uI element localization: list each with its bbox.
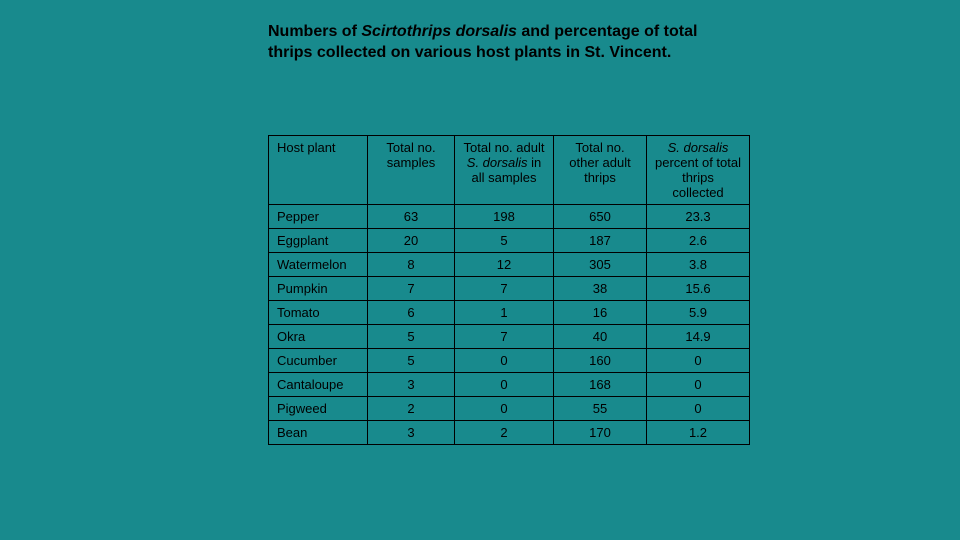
cell-host: Watermelon [269,253,368,277]
cell-percent: 0 [647,373,750,397]
table-row: Pigweed20550 [269,397,750,421]
table-row: Pumpkin773815.6 [269,277,750,301]
cell-percent: 23.3 [647,205,750,229]
cell-host: Okra [269,325,368,349]
cell-adults: 1 [455,301,554,325]
cell-samples: 63 [368,205,455,229]
title-pre: Numbers of [268,23,361,40]
cell-samples: 8 [368,253,455,277]
title-species: Scirtothrips dorsalis [361,23,517,40]
table-row: Cantaloupe301680 [269,373,750,397]
col-header-adults-species: S. dorsalis [467,155,528,170]
cell-host: Cantaloupe [269,373,368,397]
cell-percent: 5.9 [647,301,750,325]
cell-samples: 2 [368,397,455,421]
cell-adults: 5 [455,229,554,253]
cell-percent: 14.9 [647,325,750,349]
cell-adults: 0 [455,373,554,397]
cell-host: Pigweed [269,397,368,421]
col-header-adults-pre: Total no. adult [464,140,545,155]
cell-adults: 7 [455,277,554,301]
cell-samples: 3 [368,421,455,445]
cell-samples: 5 [368,325,455,349]
cell-adults: 7 [455,325,554,349]
cell-samples: 5 [368,349,455,373]
table-row: Tomato61165.9 [269,301,750,325]
table-row: Eggplant2051872.6 [269,229,750,253]
cell-other: 650 [554,205,647,229]
cell-other: 55 [554,397,647,421]
table-title: Numbers of Scirtothrips dorsalis and per… [268,22,708,64]
data-table-wrap: Host plant Total no. samples Total no. a… [268,135,750,445]
table-body: Pepper6319865023.3Eggplant2051872.6Water… [269,205,750,445]
table-header-row: Host plant Total no. samples Total no. a… [269,136,750,205]
cell-other: 168 [554,373,647,397]
table-row: Pepper6319865023.3 [269,205,750,229]
cell-adults: 12 [455,253,554,277]
cell-percent: 2.6 [647,229,750,253]
cell-other: 170 [554,421,647,445]
col-header-percent-species: S. dorsalis [668,140,729,155]
cell-host: Pumpkin [269,277,368,301]
cell-adults: 0 [455,349,554,373]
col-header-percent: S. dorsalis percent of total thrips coll… [647,136,750,205]
col-header-host: Host plant [269,136,368,205]
table-row: Bean321701.2 [269,421,750,445]
table-row: Watermelon8123053.8 [269,253,750,277]
cell-other: 40 [554,325,647,349]
cell-percent: 1.2 [647,421,750,445]
cell-samples: 6 [368,301,455,325]
cell-percent: 0 [647,397,750,421]
col-header-samples: Total no. samples [368,136,455,205]
cell-percent: 15.6 [647,277,750,301]
cell-host: Tomato [269,301,368,325]
table-row: Okra574014.9 [269,325,750,349]
cell-other: 16 [554,301,647,325]
cell-other: 305 [554,253,647,277]
cell-host: Pepper [269,205,368,229]
data-table: Host plant Total no. samples Total no. a… [268,135,750,445]
cell-other: 187 [554,229,647,253]
cell-adults: 198 [455,205,554,229]
col-header-percent-post: percent of total thrips collected [655,155,741,200]
cell-host: Eggplant [269,229,368,253]
cell-samples: 20 [368,229,455,253]
cell-other: 38 [554,277,647,301]
cell-host: Cucumber [269,349,368,373]
table-row: Cucumber501600 [269,349,750,373]
cell-host: Bean [269,421,368,445]
cell-percent: 0 [647,349,750,373]
cell-samples: 7 [368,277,455,301]
cell-adults: 0 [455,397,554,421]
cell-adults: 2 [455,421,554,445]
col-header-adults: Total no. adult S. dorsalis in all sampl… [455,136,554,205]
col-header-other: Total no. other adult thrips [554,136,647,205]
cell-other: 160 [554,349,647,373]
cell-samples: 3 [368,373,455,397]
cell-percent: 3.8 [647,253,750,277]
